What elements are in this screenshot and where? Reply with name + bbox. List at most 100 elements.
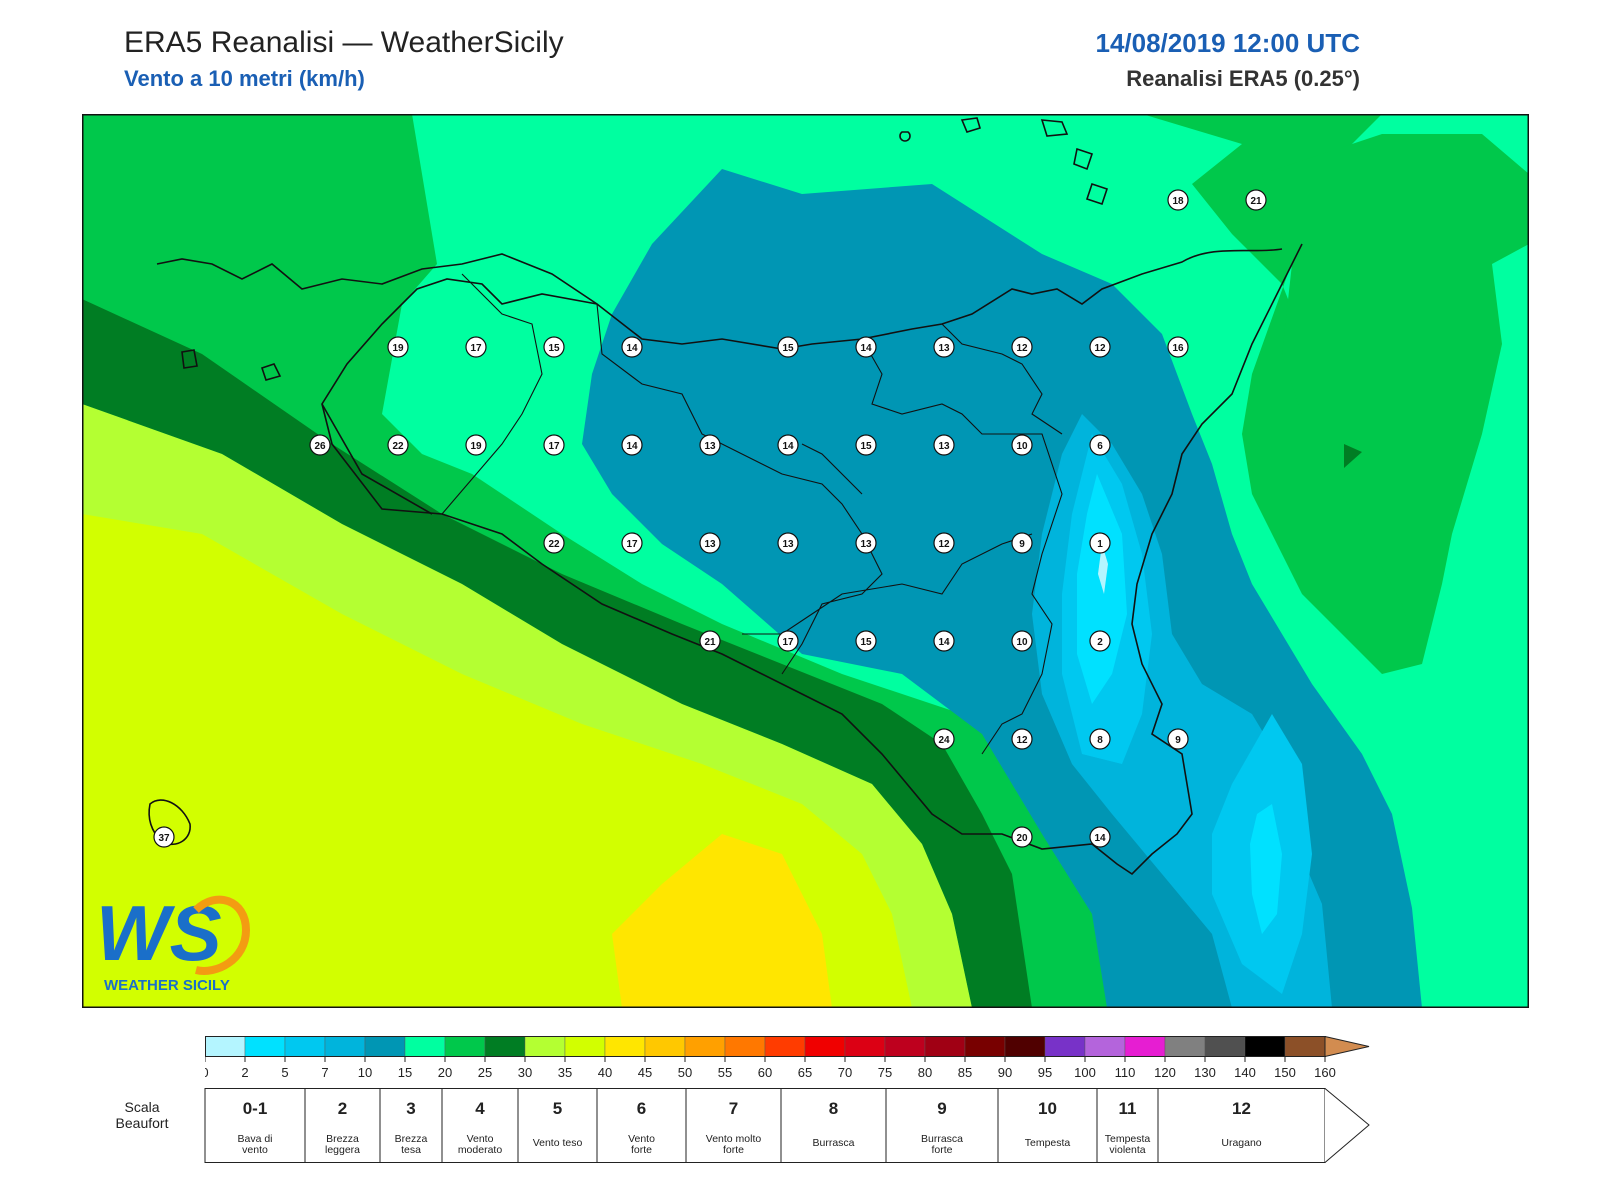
beaufort-cell-box <box>379 1088 443 1163</box>
wind-marker: 19 <box>465 434 487 456</box>
colorbar-cell <box>484 1036 526 1057</box>
wind-marker-value: 13 <box>704 539 716 550</box>
colorbar-cell <box>1124 1036 1166 1057</box>
wind-marker-value: 17 <box>548 441 560 452</box>
wind-marker-circle <box>855 434 877 456</box>
wind-marker-value: 24 <box>938 735 950 746</box>
wind-marker-value: 37 <box>158 833 170 844</box>
wind-marker-circle <box>543 532 565 554</box>
wind-marker-value: 10 <box>1016 441 1028 452</box>
wind-marker-circle <box>855 532 877 554</box>
wind-marker: 12 <box>1089 336 1111 358</box>
sicily-north-coast <box>321 243 1303 876</box>
wind-marker-value: 21 <box>704 637 716 648</box>
wind-marker-value: 13 <box>938 343 950 354</box>
beaufort-desc-line2: forte <box>723 1144 744 1156</box>
wind-marker-value: 14 <box>782 441 794 452</box>
wind-marker-circle <box>1089 336 1111 358</box>
wind-marker: 16 <box>1167 336 1189 358</box>
wind-marker-value: 12 <box>938 539 950 550</box>
wind-marker-circle <box>465 434 487 456</box>
beaufort-desc-line1: Tempesta <box>1105 1133 1151 1145</box>
wind-marker: 17 <box>777 630 799 652</box>
beaufort-cell-box <box>517 1088 598 1163</box>
colorbar-cell <box>844 1036 886 1057</box>
wind-marker-circle <box>1167 728 1189 750</box>
wind-marker-circle <box>699 630 721 652</box>
beaufort-desc-line1: Burrasca <box>921 1133 963 1145</box>
colorbar-tick-label: 100 <box>1074 1065 1096 1080</box>
wind-marker-value: 6 <box>1097 441 1103 452</box>
wind-marker: 14 <box>1089 826 1111 848</box>
wind-marker: 17 <box>543 434 565 456</box>
colorbar-cell <box>1244 1036 1286 1057</box>
wind-marker-value: 19 <box>392 343 404 354</box>
colorbar-tick-label: 70 <box>838 1065 852 1080</box>
wind-marker-value: 12 <box>1016 735 1028 746</box>
beaufort-label-line2: Beaufort <box>116 1115 169 1131</box>
wind-marker-value: 16 <box>1172 343 1184 354</box>
colorbar-cell <box>284 1036 326 1057</box>
colorbar-cell <box>1284 1036 1326 1057</box>
beaufort-label-line1: Scala <box>124 1099 159 1115</box>
wind-marker: 13 <box>933 336 955 358</box>
wind-marker: 14 <box>621 336 643 358</box>
wind-marker-circle <box>387 336 409 358</box>
colorbar-tick-label: 65 <box>798 1065 812 1080</box>
wind-marker: 1 <box>1089 532 1111 554</box>
wind-marker-circle <box>933 630 955 652</box>
beaufort-number: 0-1 <box>243 1099 268 1118</box>
beaufort-cell: 12 Uragano <box>1157 1088 1326 1163</box>
wind-marker-value: 14 <box>626 343 638 354</box>
sicily-south-coast <box>321 403 433 515</box>
beaufort-desc-line1: Vento <box>628 1133 655 1145</box>
island-3 <box>1040 119 1069 137</box>
colorbar-tick-label: 80 <box>918 1065 932 1080</box>
colorbar-tick-label: 160 <box>1314 1065 1336 1080</box>
beaufort-number: 12 <box>1232 1099 1251 1118</box>
beaufort-desc-line1: Uragano <box>1221 1137 1261 1149</box>
beaufort-desc-line1: Tempesta <box>1025 1137 1071 1149</box>
wind-marker-circle <box>309 434 331 456</box>
beaufort-number: 2 <box>338 1099 347 1118</box>
wind-marker: 20 <box>1011 826 1033 848</box>
colorbar-cell <box>1084 1036 1126 1057</box>
colorbar-tick-label: 150 <box>1274 1065 1296 1080</box>
colorbar-tick-label: 25 <box>478 1065 492 1080</box>
colorbar-cell <box>684 1036 726 1057</box>
colorbar-cell <box>205 1036 246 1057</box>
source-label: Reanalisi ERA5 (0.25°) <box>1126 66 1360 91</box>
beaufort-desc-line1: Vento teso <box>533 1137 583 1149</box>
colorbar-tick-label: 30 <box>518 1065 532 1080</box>
wind-marker-value: 10 <box>1016 637 1028 648</box>
wind-marker-value: 1 <box>1097 539 1103 550</box>
wind-marker-circle <box>387 434 409 456</box>
beaufort-desc-line2: forte <box>931 1144 952 1156</box>
beaufort-number: 4 <box>475 1099 485 1118</box>
wind-marker: 13 <box>933 434 955 456</box>
wind-marker: 9 <box>1167 728 1189 750</box>
beaufort-desc-line1: Bava di <box>237 1133 272 1145</box>
wind-marker: 19 <box>387 336 409 358</box>
field-0-2 <box>1098 544 1108 594</box>
wind-marker-value: 14 <box>626 441 638 452</box>
island-1 <box>899 131 911 142</box>
wind-marker: 12 <box>933 532 955 554</box>
province-borders <box>441 273 1063 755</box>
colorbar-cell <box>964 1036 1006 1057</box>
wind-marker-circle <box>1089 728 1111 750</box>
wind-marker: 37 <box>153 826 175 848</box>
beaufort-number: 8 <box>829 1099 838 1118</box>
wind-marker-value: 15 <box>860 637 872 648</box>
colorbar-cell <box>724 1036 766 1057</box>
wind-speed-colorbar: 0257101520253035404550556065707580859095… <box>205 1036 1370 1080</box>
wind-marker: 9 <box>1011 532 1033 554</box>
colorbar-tick-label: 0 <box>205 1065 209 1080</box>
wind-marker-circle <box>1011 336 1033 358</box>
wind-marker-value: 13 <box>704 441 716 452</box>
